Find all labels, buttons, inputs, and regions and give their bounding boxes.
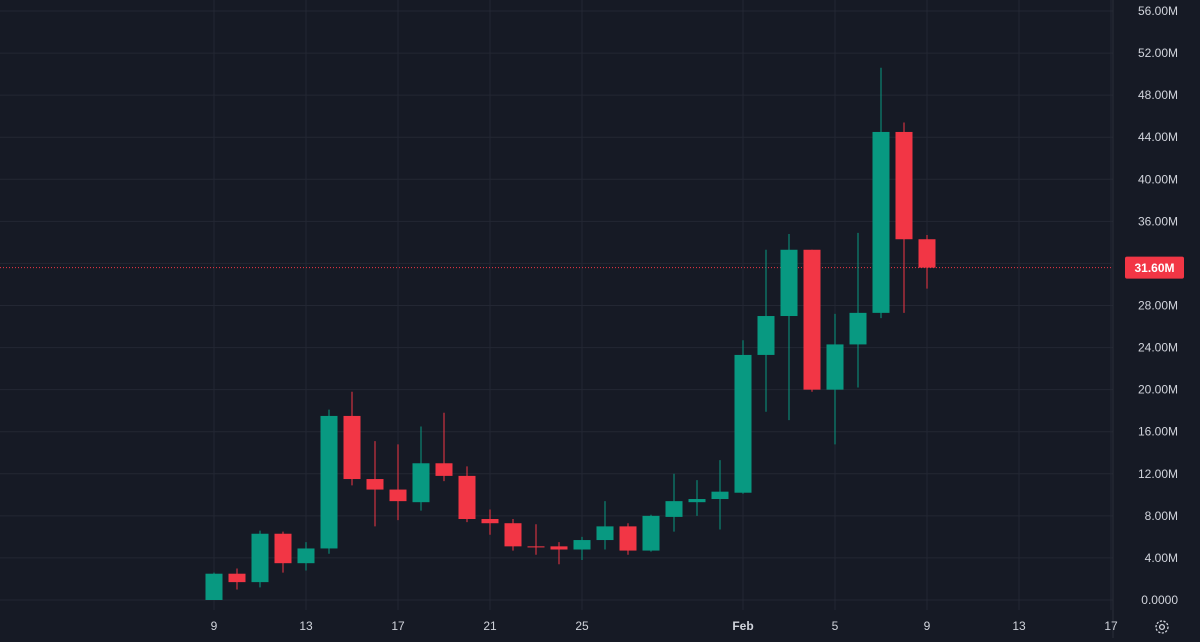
candle[interactable] xyxy=(412,426,430,511)
candle[interactable] xyxy=(274,531,292,573)
candle-body xyxy=(688,499,706,503)
y-tick-label: 8.00M xyxy=(1145,509,1178,523)
candle[interactable] xyxy=(251,530,269,588)
y-tick-label: 0.0000 xyxy=(1141,593,1178,607)
candle-body xyxy=(366,479,384,490)
candle[interactable] xyxy=(734,340,752,494)
candle[interactable] xyxy=(849,232,867,388)
candle-body xyxy=(757,316,775,355)
x-tick-label: 17 xyxy=(1104,619,1118,633)
candle-body xyxy=(826,344,844,390)
x-tick-label: 9 xyxy=(924,619,931,633)
candle[interactable] xyxy=(757,249,775,412)
candle[interactable] xyxy=(320,409,338,554)
candle[interactable] xyxy=(872,67,890,319)
candle-body xyxy=(711,491,729,500)
candle-body xyxy=(343,415,361,480)
y-tick-label: 20.00M xyxy=(1138,383,1178,397)
candle-body xyxy=(228,573,246,583)
y-tick-label: 16.00M xyxy=(1138,425,1178,439)
x-tick-label: 9 xyxy=(211,619,218,633)
last-price-label-text: 31.60M xyxy=(1134,261,1174,275)
candle[interactable] xyxy=(642,514,660,552)
candle-body xyxy=(918,239,936,268)
x-tick-label: 25 xyxy=(575,619,589,633)
candle[interactable] xyxy=(665,473,683,532)
candle-body xyxy=(527,546,545,548)
candle-body xyxy=(458,475,476,520)
y-tick-label: 4.00M xyxy=(1145,551,1178,565)
candle-body xyxy=(435,463,453,476)
candle-body xyxy=(803,249,821,390)
candle-body xyxy=(481,519,499,524)
candle[interactable] xyxy=(711,460,729,530)
last-price-badge xyxy=(1125,256,1184,279)
price-axis-labels: 0.0000 4.00M 8.00M 12.00M 16.00M 20.00M 24.00M… xyxy=(1138,4,1178,607)
y-tick-label: 36.00M xyxy=(1138,214,1178,228)
candle[interactable] xyxy=(780,233,798,421)
candle-body xyxy=(734,354,752,493)
candle[interactable] xyxy=(389,444,407,521)
candle[interactable] xyxy=(895,122,913,313)
candle[interactable] xyxy=(343,391,361,486)
candle-body xyxy=(780,249,798,317)
candle[interactable] xyxy=(205,572,223,600)
candle-body xyxy=(504,523,522,547)
candle-body xyxy=(895,131,913,240)
candle[interactable] xyxy=(527,524,545,555)
y-tick-label: 24.00M xyxy=(1138,341,1178,355)
candle[interactable] xyxy=(228,568,246,590)
candle-body xyxy=(389,489,407,502)
y-tick-label: 52.00M xyxy=(1138,46,1178,60)
candle-body xyxy=(619,526,637,551)
y-tick-label: 40.00M xyxy=(1138,172,1178,186)
candle-body xyxy=(412,463,430,503)
x-tick-label: 13 xyxy=(1012,619,1026,633)
candle-body xyxy=(596,526,614,541)
candle[interactable] xyxy=(918,235,936,289)
x-tick-label: Feb xyxy=(732,619,753,633)
candle[interactable] xyxy=(366,441,384,527)
candle-body xyxy=(872,131,890,313)
candle[interactable] xyxy=(619,523,637,555)
candle-body xyxy=(642,515,660,551)
gear-icon[interactable] xyxy=(1152,617,1172,637)
candle-body xyxy=(274,533,292,564)
x-tick-label: 21 xyxy=(483,619,497,633)
candle[interactable] xyxy=(481,509,499,535)
candle-body xyxy=(320,415,338,549)
candle[interactable] xyxy=(596,501,614,550)
candle[interactable] xyxy=(573,536,591,561)
candle[interactable] xyxy=(458,466,476,523)
candle[interactable] xyxy=(826,313,844,445)
candle[interactable] xyxy=(297,542,315,571)
x-tick-label: 13 xyxy=(299,619,313,633)
y-tick-label: 44.00M xyxy=(1138,130,1178,144)
candle-body xyxy=(550,546,568,550)
candle[interactable] xyxy=(550,542,568,565)
time-axis-labels: 9 13 17 21 25 Feb 5 9 13 17 xyxy=(211,619,1118,633)
grid-lines xyxy=(0,0,1113,610)
y-tick-label: 28.00M xyxy=(1138,299,1178,313)
candle-body xyxy=(297,548,315,564)
candles[interactable] xyxy=(205,67,936,600)
x-tick-label: 5 xyxy=(832,619,839,633)
x-tick-label: 17 xyxy=(391,619,405,633)
y-tick-label: 12.00M xyxy=(1138,467,1178,481)
last-price-label: 31.60M xyxy=(1125,256,1184,279)
candle[interactable] xyxy=(803,249,821,392)
candle[interactable] xyxy=(504,519,522,551)
candle-body xyxy=(251,533,269,583)
candle[interactable] xyxy=(435,412,453,482)
candle-body xyxy=(849,312,867,345)
candle-body xyxy=(205,573,223,600)
candle-body xyxy=(665,501,683,517)
y-tick-label: 56.00M xyxy=(1138,4,1178,18)
candle-body xyxy=(573,540,591,550)
y-tick-label: 48.00M xyxy=(1138,88,1178,102)
candle[interactable] xyxy=(688,480,706,516)
